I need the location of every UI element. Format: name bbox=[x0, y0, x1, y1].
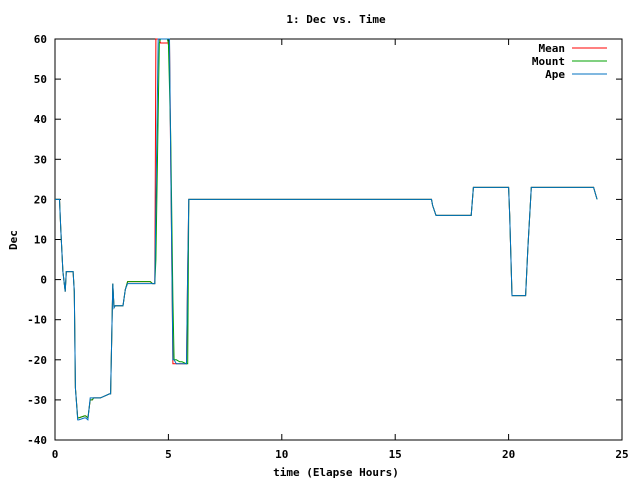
plot-frame bbox=[54, 38, 623, 441]
legend-label-ape: Ape bbox=[545, 68, 565, 81]
y-tick-label: 30 bbox=[34, 153, 47, 166]
x-tick-label: 0 bbox=[52, 448, 59, 461]
y-tick-label: -10 bbox=[27, 314, 47, 327]
y-tick-label: -20 bbox=[27, 354, 47, 367]
y-tick-label: 60 bbox=[34, 33, 47, 46]
x-axis-label: time (Elapse Hours) bbox=[273, 466, 399, 479]
series-line-mount bbox=[55, 38, 598, 419]
chart-title: 1: Dec vs. Time bbox=[286, 13, 386, 26]
series-line-mean bbox=[55, 38, 598, 419]
legend-label-mount: Mount bbox=[532, 55, 565, 68]
axis-ticks: -40 -30 -20 -10 0 10 20 30 40 50 60 0 5 10 15 20 25 bbox=[27, 33, 629, 461]
series-line-ape bbox=[55, 38, 598, 421]
y-tick-label: 40 bbox=[34, 113, 47, 126]
x-tick-label: 15 bbox=[389, 448, 402, 461]
y-tick-label: 10 bbox=[34, 234, 47, 247]
x-tick-label: 20 bbox=[502, 448, 515, 461]
x-tick-label: 25 bbox=[615, 448, 628, 461]
y-tick-label: -30 bbox=[27, 394, 47, 407]
y-tick-label: 50 bbox=[34, 73, 47, 86]
x-tick-label: 10 bbox=[275, 448, 288, 461]
series-lines bbox=[55, 38, 598, 421]
x-tick-label: 5 bbox=[165, 448, 172, 461]
y-tick-label: 0 bbox=[40, 274, 47, 287]
y-tick-label: 20 bbox=[34, 193, 47, 206]
legend-label-mean: Mean bbox=[539, 42, 566, 55]
y-tick-label: -40 bbox=[27, 434, 47, 447]
y-axis-label: Dec bbox=[7, 230, 20, 250]
